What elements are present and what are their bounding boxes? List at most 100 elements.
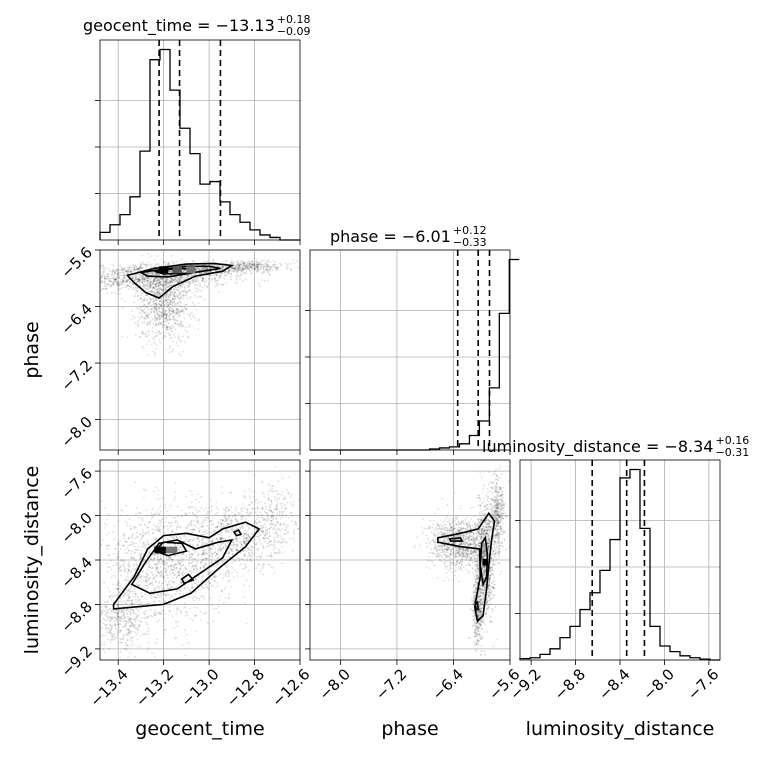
sample-point bbox=[276, 266, 279, 269]
sample-point bbox=[156, 273, 158, 276]
sample-point bbox=[164, 297, 167, 300]
sample-point bbox=[117, 582, 120, 584]
sample-point bbox=[206, 525, 209, 527]
sample-point bbox=[171, 580, 173, 582]
sample-point bbox=[159, 613, 162, 615]
sample-point bbox=[123, 281, 125, 284]
sample-point bbox=[224, 513, 227, 516]
sample-point bbox=[103, 281, 106, 284]
sample-point bbox=[182, 290, 184, 293]
sample-point bbox=[287, 267, 289, 269]
sample-point bbox=[168, 286, 171, 289]
sample-point bbox=[147, 334, 150, 337]
sample-point bbox=[179, 572, 182, 574]
sample-point bbox=[208, 582, 211, 585]
sample-point bbox=[273, 263, 276, 266]
sample-point bbox=[120, 297, 123, 300]
sample-point bbox=[106, 293, 108, 295]
sample-point bbox=[179, 567, 182, 570]
sample-point bbox=[146, 315, 148, 318]
sample-point bbox=[184, 614, 187, 617]
sample-point bbox=[252, 258, 255, 260]
sample-point bbox=[230, 278, 233, 281]
sample-point bbox=[172, 569, 175, 571]
sample-point bbox=[139, 556, 142, 559]
sample-point bbox=[182, 290, 185, 293]
sample-point bbox=[146, 305, 149, 308]
sample-point bbox=[157, 562, 160, 565]
sample-point bbox=[117, 276, 120, 279]
sample-point bbox=[235, 275, 237, 277]
sample-point bbox=[219, 265, 222, 268]
sample-point bbox=[190, 318, 192, 320]
sample-point bbox=[187, 525, 189, 528]
sample-point bbox=[128, 518, 131, 520]
sample-point bbox=[158, 612, 161, 615]
sample-point bbox=[115, 280, 118, 283]
sample-point bbox=[199, 283, 201, 285]
sample-point bbox=[146, 515, 149, 517]
sample-point bbox=[182, 324, 185, 327]
sample-point bbox=[227, 272, 230, 274]
sample-point bbox=[169, 291, 172, 294]
sample-point bbox=[161, 312, 164, 315]
sample-point bbox=[238, 269, 241, 271]
sample-point bbox=[249, 268, 251, 270]
sample-point bbox=[105, 276, 107, 278]
sample-point bbox=[103, 581, 105, 584]
sample-point bbox=[92, 279, 94, 281]
sample-point bbox=[152, 283, 155, 285]
sample-point bbox=[161, 302, 164, 305]
sample-point bbox=[203, 595, 205, 598]
sample-point bbox=[121, 587, 123, 590]
sample-point bbox=[90, 273, 92, 275]
sample-point bbox=[116, 283, 119, 286]
sample-point bbox=[139, 280, 141, 282]
sample-point bbox=[127, 544, 130, 546]
sample-point bbox=[139, 540, 141, 543]
sample-point bbox=[116, 556, 119, 559]
sample-point bbox=[159, 310, 162, 313]
sample-point bbox=[108, 513, 110, 516]
sample-point bbox=[231, 262, 234, 264]
sample-point bbox=[162, 284, 164, 287]
sample-point bbox=[158, 339, 161, 342]
sample-point bbox=[193, 260, 196, 263]
sample-point bbox=[165, 299, 168, 302]
sample-point bbox=[170, 289, 173, 292]
sample-point bbox=[159, 522, 162, 525]
sample-point bbox=[238, 264, 241, 267]
sample-point bbox=[160, 304, 163, 307]
sample-point bbox=[140, 580, 143, 583]
sample-point bbox=[208, 520, 211, 523]
sample-point bbox=[247, 546, 249, 549]
sample-point bbox=[123, 637, 125, 640]
sample-point bbox=[173, 301, 175, 304]
sample-point bbox=[231, 571, 234, 574]
sample-point bbox=[144, 320, 147, 323]
sample-point bbox=[160, 300, 162, 303]
sample-point bbox=[149, 285, 151, 288]
sample-point bbox=[195, 508, 198, 511]
sample-point bbox=[147, 526, 149, 529]
sample-point bbox=[192, 513, 194, 515]
sample-point bbox=[123, 592, 126, 595]
sample-point bbox=[40, 273, 42, 275]
sample-point bbox=[144, 525, 147, 527]
sample-point bbox=[143, 298, 146, 300]
sample-point bbox=[204, 266, 206, 269]
sample-point bbox=[78, 275, 80, 277]
sample-point bbox=[138, 266, 141, 269]
sample-point bbox=[250, 265, 253, 267]
sample-point bbox=[172, 279, 174, 282]
sample-point bbox=[165, 594, 167, 597]
sample-point bbox=[90, 271, 92, 273]
sample-point bbox=[127, 567, 129, 570]
sample-point bbox=[113, 538, 115, 541]
sample-point bbox=[202, 566, 205, 568]
sample-point bbox=[127, 621, 130, 623]
sample-point bbox=[90, 532, 92, 534]
sample-point bbox=[206, 510, 209, 513]
sample-point bbox=[115, 548, 118, 550]
sample-point bbox=[251, 265, 254, 268]
